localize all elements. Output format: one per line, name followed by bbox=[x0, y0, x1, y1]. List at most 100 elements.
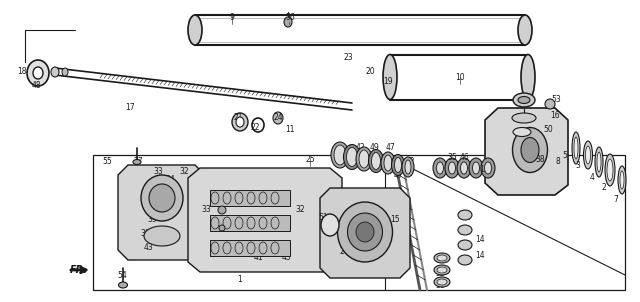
Polygon shape bbox=[118, 165, 205, 260]
Ellipse shape bbox=[62, 68, 68, 76]
Text: 11: 11 bbox=[285, 126, 295, 134]
Ellipse shape bbox=[27, 60, 49, 86]
Text: 5: 5 bbox=[563, 150, 568, 159]
Bar bbox=[210, 240, 290, 256]
Ellipse shape bbox=[218, 206, 226, 214]
Ellipse shape bbox=[402, 157, 414, 177]
Ellipse shape bbox=[458, 255, 472, 265]
Bar bbox=[210, 190, 290, 206]
Ellipse shape bbox=[484, 162, 492, 174]
Ellipse shape bbox=[118, 282, 127, 288]
Text: 24: 24 bbox=[273, 114, 283, 123]
Text: 16: 16 bbox=[550, 111, 560, 120]
Polygon shape bbox=[320, 188, 410, 278]
Text: 13: 13 bbox=[479, 165, 489, 175]
Text: 44: 44 bbox=[462, 227, 472, 236]
Text: 47: 47 bbox=[393, 171, 403, 179]
Text: 19: 19 bbox=[383, 78, 393, 86]
Text: 33: 33 bbox=[201, 205, 211, 214]
Ellipse shape bbox=[348, 213, 383, 251]
Text: 26: 26 bbox=[339, 248, 349, 256]
Ellipse shape bbox=[381, 152, 395, 174]
Ellipse shape bbox=[584, 141, 593, 169]
Ellipse shape bbox=[284, 17, 292, 27]
Text: 32: 32 bbox=[179, 168, 189, 176]
Ellipse shape bbox=[236, 117, 244, 127]
Text: 2: 2 bbox=[602, 184, 606, 192]
Text: 30: 30 bbox=[140, 230, 150, 239]
Text: 10: 10 bbox=[455, 73, 465, 82]
Ellipse shape bbox=[356, 147, 372, 171]
Ellipse shape bbox=[33, 67, 43, 79]
Text: 38: 38 bbox=[535, 156, 545, 165]
Ellipse shape bbox=[434, 277, 450, 287]
Text: 17: 17 bbox=[125, 104, 135, 113]
Text: 22: 22 bbox=[250, 124, 260, 133]
Ellipse shape bbox=[457, 158, 471, 178]
Ellipse shape bbox=[433, 158, 447, 178]
Text: 55: 55 bbox=[102, 158, 112, 166]
Ellipse shape bbox=[595, 147, 603, 177]
Ellipse shape bbox=[405, 160, 411, 174]
Text: 14: 14 bbox=[475, 236, 485, 245]
Text: 28: 28 bbox=[263, 217, 273, 226]
Text: FR.: FR. bbox=[70, 265, 88, 275]
Text: 33: 33 bbox=[209, 223, 219, 233]
Ellipse shape bbox=[434, 253, 450, 263]
Text: 43: 43 bbox=[143, 243, 153, 252]
Text: 29: 29 bbox=[239, 200, 249, 208]
Ellipse shape bbox=[469, 158, 483, 178]
Ellipse shape bbox=[334, 145, 346, 165]
Text: 39: 39 bbox=[435, 255, 445, 265]
Text: 45: 45 bbox=[281, 253, 291, 262]
Ellipse shape bbox=[572, 132, 580, 164]
Text: 41: 41 bbox=[253, 253, 263, 262]
Ellipse shape bbox=[620, 171, 624, 189]
Ellipse shape bbox=[461, 162, 467, 174]
Ellipse shape bbox=[458, 210, 472, 220]
Bar bbox=[210, 215, 290, 231]
Ellipse shape bbox=[321, 214, 339, 236]
Text: 31: 31 bbox=[223, 243, 233, 252]
Ellipse shape bbox=[518, 15, 532, 45]
Ellipse shape bbox=[436, 162, 444, 174]
Polygon shape bbox=[485, 108, 568, 195]
Ellipse shape bbox=[513, 127, 531, 137]
Ellipse shape bbox=[219, 225, 225, 231]
Ellipse shape bbox=[597, 152, 601, 172]
Text: 39: 39 bbox=[147, 216, 157, 224]
Ellipse shape bbox=[545, 99, 555, 109]
Ellipse shape bbox=[458, 225, 472, 235]
Ellipse shape bbox=[518, 97, 530, 104]
Ellipse shape bbox=[369, 149, 383, 172]
Text: 46: 46 bbox=[459, 153, 469, 162]
Ellipse shape bbox=[437, 267, 447, 273]
Ellipse shape bbox=[232, 113, 248, 131]
Ellipse shape bbox=[605, 154, 615, 186]
Ellipse shape bbox=[331, 142, 349, 168]
Ellipse shape bbox=[356, 222, 374, 242]
Ellipse shape bbox=[472, 162, 479, 174]
Ellipse shape bbox=[346, 147, 358, 166]
Text: 54: 54 bbox=[117, 271, 127, 279]
Ellipse shape bbox=[574, 137, 578, 159]
Ellipse shape bbox=[384, 155, 392, 171]
Text: 33: 33 bbox=[153, 168, 163, 176]
Ellipse shape bbox=[149, 184, 175, 212]
Text: 25: 25 bbox=[305, 156, 315, 165]
Ellipse shape bbox=[344, 144, 360, 169]
Text: 49: 49 bbox=[369, 143, 379, 153]
Ellipse shape bbox=[144, 226, 180, 246]
Text: 34: 34 bbox=[162, 205, 172, 214]
Ellipse shape bbox=[371, 153, 381, 169]
Text: 53: 53 bbox=[551, 95, 561, 104]
Text: 20: 20 bbox=[365, 68, 375, 76]
Ellipse shape bbox=[458, 240, 472, 250]
Ellipse shape bbox=[273, 112, 283, 124]
Ellipse shape bbox=[437, 255, 447, 261]
Text: 33: 33 bbox=[155, 194, 165, 203]
Text: 4: 4 bbox=[589, 174, 595, 182]
Ellipse shape bbox=[188, 15, 202, 45]
Text: 35: 35 bbox=[447, 153, 457, 162]
Text: 47: 47 bbox=[385, 143, 395, 153]
